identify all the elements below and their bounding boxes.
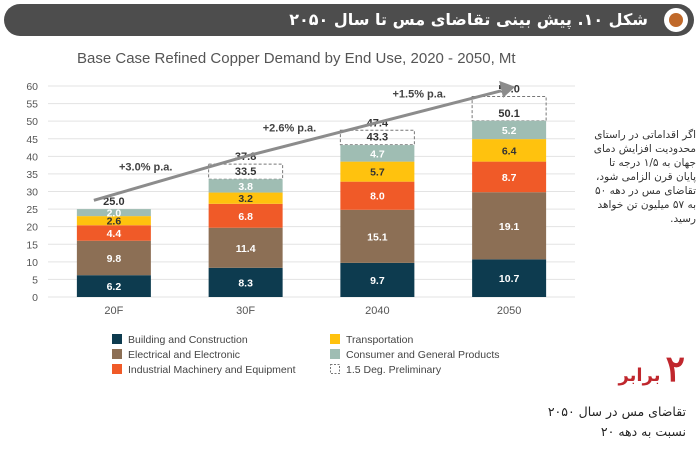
y-tick-label-11: 55 (26, 99, 38, 111)
bar-value-label-3-2: 8.7 (502, 172, 517, 184)
y-tick-label-2: 10 (26, 257, 38, 269)
legend-swatch-5 (330, 364, 340, 374)
bar-value-label-3-1: 19.1 (499, 221, 520, 233)
bar-value-label-1-2: 6.8 (238, 211, 253, 223)
copper-demand-chart: Base Case Refined Copper Demand by End U… (26, 50, 575, 376)
bar-segment-3-2 (472, 161, 547, 193)
bar-segment-2-0 (340, 262, 415, 297)
y-tick-label-7: 35 (26, 169, 38, 181)
growth-label-0: +3.0% p.a. (119, 161, 173, 173)
y-tick-label-5: 25 (26, 204, 38, 216)
highlight-word: برابر (618, 365, 661, 386)
base-total-label-1: 33.5 (235, 166, 256, 178)
legend-swatch-2 (112, 349, 122, 359)
growth-label-1: +2.6% p.a. (263, 122, 317, 134)
highlight-description: تقاضای مس در سال ۲۰۵۰ نسبت به دهه ۲۰ (480, 402, 686, 442)
bar-segment-1-3 (208, 192, 283, 204)
bar-value-label-2-3: 5.7 (370, 167, 385, 179)
bar-segment-0-4 (76, 209, 151, 217)
bar-value-label-0-4: 2.0 (107, 208, 122, 220)
y-tick-label-3: 15 (26, 239, 38, 251)
bar-value-label-1-1: 11.4 (236, 243, 256, 255)
legend-swatch-4 (112, 364, 122, 374)
y-tick-label-4: 20 (26, 222, 38, 234)
y-tick-label-1: 5 (32, 274, 38, 286)
figure-title: شکل ۱۰. پیش بینی تقاضای مس تا سال ۲۰۵۰ (289, 10, 648, 29)
growth-label-2: +1.5% p.a. (392, 89, 446, 101)
x-tick-label-0: 20F (104, 305, 123, 317)
legend-label-2: Electrical and Electronic (128, 349, 240, 361)
y-tick-label-8: 40 (26, 151, 38, 163)
legend-label-0: Building and Construction (128, 334, 248, 346)
bar-value-label-2-1: 15.1 (367, 231, 388, 243)
highlight-number: ۲ (665, 348, 685, 390)
bar-segment-2-2 (340, 181, 415, 210)
legend-label-3: Consumer and General Products (346, 349, 500, 361)
bar-segment-3-3 (472, 139, 547, 162)
bar-segment-3-1 (472, 192, 547, 260)
y-tick-label-6: 30 (26, 187, 38, 199)
bar-value-label-2-2: 8.0 (370, 191, 385, 203)
bar-value-label-3-0: 10.7 (499, 273, 520, 285)
bar-value-label-1-4: 3.8 (238, 181, 253, 193)
bar-value-label-0-0: 6.2 (107, 281, 122, 293)
bar-segment-1-1 (208, 227, 283, 268)
base-total-label-3: 50.1 (498, 108, 519, 120)
highlight-desc-line1: تقاضای مس در سال ۲۰۵۰ (547, 404, 686, 419)
bar-segment-1-0 (208, 267, 283, 297)
bar-segment-1-2 (208, 203, 283, 228)
chart-title: Base Case Refined Copper Demand by End U… (77, 50, 516, 67)
legend-label-4: Industrial Machinery and Equipment (128, 364, 296, 376)
bar-value-label-1-0: 8.3 (238, 277, 253, 289)
preliminary-box-2 (339, 129, 415, 146)
growth-arrowhead-icon (499, 80, 516, 98)
base-total-label-0: 25.0 (103, 196, 124, 208)
y-tick-label-0: 0 (32, 292, 38, 304)
bar-segment-3-4 (472, 120, 547, 140)
bar-segment-1-4 (208, 179, 283, 193)
bar-value-label-2-4: 4.7 (370, 148, 385, 160)
bar-value-label-0-2: 4.4 (107, 228, 122, 240)
bar-segment-0-3 (76, 216, 151, 226)
bar-value-label-3-4: 5.2 (502, 125, 517, 137)
bar-value-label-3-3: 6.4 (502, 145, 517, 157)
bar-segment-0-0 (76, 275, 151, 297)
side-note: اگر اقداماتی در راستای محدودیت افزایش دم… (593, 129, 696, 225)
x-tick-label-2: 2040 (365, 305, 389, 317)
y-tick-label-9: 45 (26, 134, 38, 146)
legend-swatch-0 (112, 334, 122, 344)
bar-segment-2-4 (340, 145, 415, 162)
legend-swatch-1 (330, 334, 340, 344)
legend-label-1: Transportation (346, 334, 413, 346)
base-total-label-2: 43.3 (367, 132, 388, 144)
bar-segment-2-1 (340, 209, 415, 263)
x-tick-label-3: 2050 (497, 305, 521, 317)
bar-value-label-0-3: 2.6 (107, 216, 122, 228)
bar-segment-0-1 (76, 240, 151, 276)
legend-swatch-3 (330, 349, 340, 359)
bar-value-label-0-1: 9.8 (107, 253, 122, 265)
figure-header: شکل ۱۰. پیش بینی تقاضای مس تا سال ۲۰۵۰ (4, 4, 694, 36)
highlight-stat: ۲ برابر (545, 348, 685, 390)
bar-value-label-1-3: 3.2 (238, 193, 253, 205)
x-tick-label-1: 30F (236, 305, 255, 317)
bar-segment-2-3 (340, 161, 415, 182)
y-tick-label-12: 60 (26, 81, 38, 93)
y-tick-label-10: 50 (26, 116, 38, 128)
bar-segment-0-2 (76, 225, 151, 241)
legend-label-5: 1.5 Deg. Preliminary (346, 364, 442, 376)
circle-bullet-icon (664, 8, 688, 32)
bar-segment-3-0 (472, 259, 547, 297)
bar-value-label-2-0: 9.7 (370, 275, 385, 287)
highlight-desc-line2: نسبت به دهه ۲۰ (600, 424, 686, 439)
growth-arrow-line (93, 89, 502, 202)
